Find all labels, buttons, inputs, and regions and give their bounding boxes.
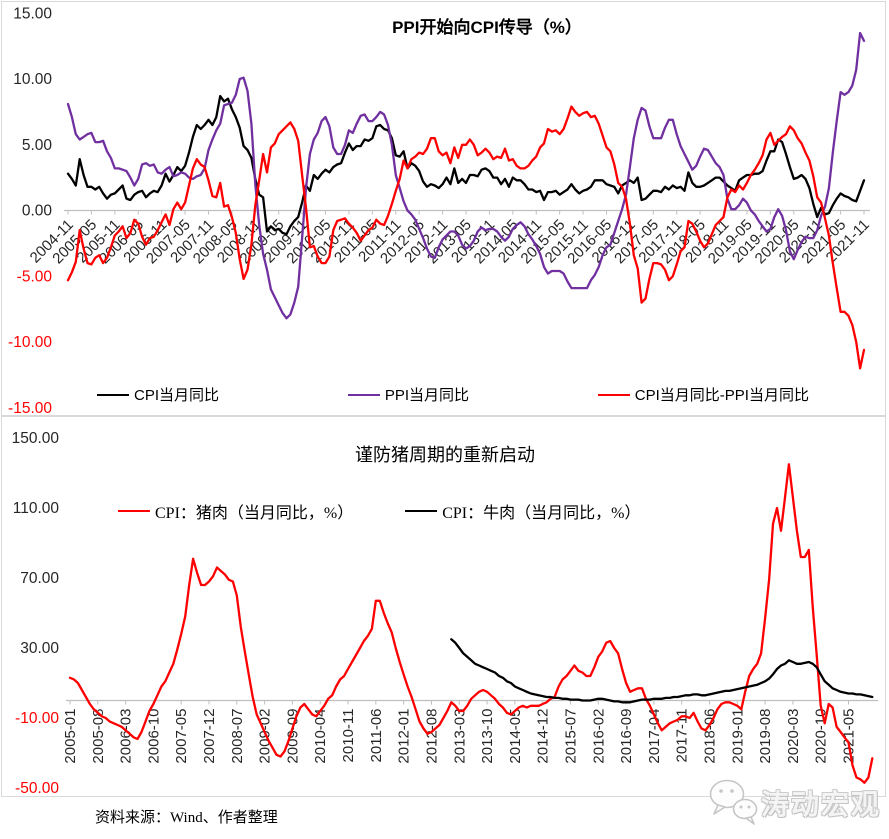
svg-text:2006-10: 2006-10 [145, 709, 162, 764]
svg-text:2011-06: 2011-06 [368, 709, 385, 763]
svg-text:2016-09: 2016-09 [618, 709, 635, 764]
svg-text:150.00: 150.00 [12, 430, 60, 447]
legend-label-pork: CPI：猪肉（当月同比，%） [155, 505, 354, 522]
svg-text:-10.00: -10.00 [15, 710, 59, 727]
pork-cycle-chart-title: 谨防猪周期的重新启动 [355, 445, 535, 465]
legend-item-ppi: PPI当月同比 [347, 384, 469, 405]
svg-text:2013-10: 2013-10 [479, 709, 496, 764]
svg-text:2010-11: 2010-11 [340, 709, 357, 763]
legend-label-cpi: CPI当月同比 [134, 387, 220, 404]
svg-text:2009-02: 2009-02 [257, 709, 274, 764]
pork-cycle-plot: 2005-01 2005-08 2006-03 2006-10 2007-05 2007-… [12, 430, 879, 796]
legend-label-ppi: PPI当月同比 [384, 387, 469, 404]
ppi-cpi-legend: CPI当月同比 PPI当月同比 CPI当月同比-PPI当月同比 [97, 384, 809, 405]
svg-text:5.00: 5.00 [22, 137, 53, 154]
svg-text:2013-03: 2013-03 [451, 709, 468, 764]
ppi-line-swatch [347, 393, 380, 396]
svg-text:-50.00: -50.00 [15, 780, 59, 796]
wechat-bubbles-icon [709, 779, 758, 825]
legend-item-cpi-minus-ppi: CPI当月同比-PPI当月同比 [597, 384, 809, 405]
svg-text:-10.00: -10.00 [8, 334, 52, 351]
svg-text:2019-01: 2019-01 [729, 709, 746, 764]
svg-text:10.00: 10.00 [13, 71, 52, 88]
svg-text:2014-05: 2014-05 [507, 709, 524, 764]
cpi-line-swatch [97, 393, 129, 396]
legend-item-cpi: CPI当月同比 [97, 384, 219, 405]
pork-cycle-legend: CPI：猪肉（当月同比，%） CPI：牛肉（当月同比，%） [118, 499, 640, 523]
beef-line-swatch [405, 510, 438, 512]
svg-text:2007-05: 2007-05 [173, 709, 190, 764]
svg-text:2005-01: 2005-01 [62, 709, 79, 764]
legend-item-beef: CPI：牛肉（当月同比，%） [405, 499, 640, 523]
svg-text:2018-06: 2018-06 [701, 709, 718, 764]
taodong-macro-logo: 涛动宏观 [707, 777, 881, 829]
ppi-cpi-chart: 2004-11 2005-05 2005-11 2006-05 2006-11 2007-… [1, 1, 886, 416]
svg-text:2006-03: 2006-03 [118, 709, 135, 764]
logo-text: 涛动宏观 [760, 790, 881, 821]
svg-text:70.00: 70.00 [20, 570, 59, 587]
svg-text:0.00: 0.00 [22, 203, 53, 220]
svg-text:-15.00: -15.00 [8, 400, 52, 415]
pork-cycle-chart: 2005-01 2005-08 2006-03 2006-10 2007-05 2007-… [1, 416, 886, 797]
svg-text:2007-12: 2007-12 [201, 709, 218, 764]
svg-text:15.00: 15.00 [13, 5, 52, 22]
svg-text:2017-11: 2017-11 [674, 709, 691, 763]
svg-text:2012-01: 2012-01 [396, 709, 413, 764]
legend-label-cpi-minus-ppi: CPI当月同比-PPI当月同比 [634, 387, 809, 404]
svg-text:2012-08: 2012-08 [423, 709, 440, 764]
svg-text:2009-09: 2009-09 [284, 709, 301, 764]
ppi-cpi-plot: 2004-112005-052005-112006-052006-112007-… [8, 5, 873, 415]
pork-line-swatch [118, 510, 150, 512]
svg-text:-5.00: -5.00 [17, 268, 53, 285]
svg-text:2021-05: 2021-05 [841, 709, 858, 764]
svg-text:2010-04: 2010-04 [312, 709, 329, 764]
svg-text:2016-02: 2016-02 [590, 709, 607, 764]
svg-text:2008-07: 2008-07 [229, 709, 246, 764]
svg-text:30.00: 30.00 [20, 640, 59, 657]
source-note: 资料来源：Wind、作者整理 [95, 810, 278, 826]
legend-label-beef: CPI：牛肉（当月同比，%） [442, 505, 641, 522]
svg-text:110.00: 110.00 [13, 500, 60, 517]
svg-text:2020-03: 2020-03 [785, 709, 802, 764]
svg-text:2005-08: 2005-08 [90, 709, 107, 764]
svg-text:2014-12: 2014-12 [535, 709, 552, 764]
diff-line-swatch [597, 393, 630, 396]
legend-item-pork: CPI：猪肉（当月同比，%） [118, 499, 353, 523]
svg-text:2015-07: 2015-07 [562, 709, 579, 764]
svg-text:2019-08: 2019-08 [757, 709, 774, 764]
ppi-cpi-chart-title: PPI开始向CPI传导（%） [392, 18, 582, 37]
